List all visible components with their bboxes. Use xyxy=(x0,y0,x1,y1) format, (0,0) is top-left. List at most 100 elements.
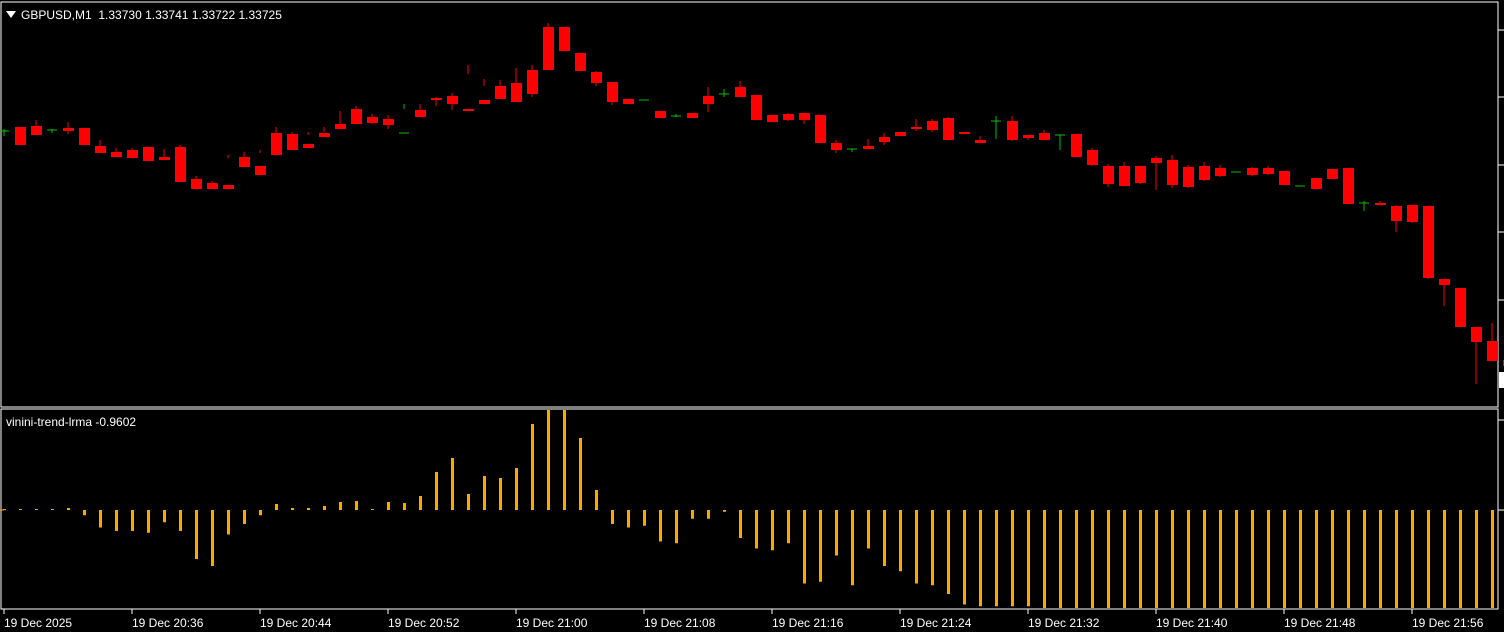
candle-body xyxy=(143,147,154,161)
candle xyxy=(687,113,698,118)
candle xyxy=(319,127,330,137)
candle-body xyxy=(335,124,346,129)
candle xyxy=(863,139,874,149)
candle-body xyxy=(31,126,42,135)
dropdown-triangle-icon[interactable] xyxy=(6,11,16,18)
candle-body xyxy=(1327,169,1338,179)
candle-body xyxy=(655,111,666,118)
chart-header: GBPUSD,M1 1.33730 1.33741 1.33722 1.3372… xyxy=(6,8,282,22)
candle xyxy=(559,27,570,51)
candle-body xyxy=(1199,166,1210,180)
candle-body xyxy=(575,53,586,71)
candle xyxy=(1455,288,1466,327)
candle xyxy=(495,80,506,99)
candle-body xyxy=(95,146,106,153)
candle-body xyxy=(527,70,538,94)
x-tick-label: 19 Dec 21:56 xyxy=(1412,616,1484,630)
candle-body xyxy=(767,115,778,122)
candle-body xyxy=(207,183,218,189)
ohlc-values: 1.33730 1.33741 1.33722 1.33725 xyxy=(98,8,282,22)
candle xyxy=(1135,166,1146,184)
candle-body xyxy=(1343,168,1354,204)
candle-body xyxy=(495,86,506,99)
candle-body xyxy=(175,147,186,182)
candle xyxy=(719,89,729,97)
price-axis-ticks xyxy=(1498,29,1504,511)
candle xyxy=(31,120,42,135)
candle-body xyxy=(287,134,298,150)
candle xyxy=(831,140,842,153)
candle-body xyxy=(895,132,906,136)
candle xyxy=(511,68,522,102)
candle xyxy=(463,65,474,111)
candle-body xyxy=(1151,158,1162,163)
candle xyxy=(1087,148,1098,166)
candle-body xyxy=(1183,167,1194,187)
candle-body xyxy=(367,117,378,123)
candle xyxy=(751,95,762,120)
candle xyxy=(479,79,490,104)
candle xyxy=(1375,201,1386,205)
candle xyxy=(1407,205,1418,223)
candle-body xyxy=(223,185,234,189)
candle-body xyxy=(1071,134,1082,157)
candle xyxy=(1343,168,1354,204)
candle xyxy=(415,104,426,117)
candle xyxy=(335,111,346,129)
candle-body xyxy=(431,98,442,100)
candle xyxy=(1199,162,1210,181)
candle xyxy=(287,132,298,150)
candle-body xyxy=(607,82,618,102)
candle xyxy=(1215,165,1226,177)
candle xyxy=(1119,162,1130,186)
candle xyxy=(799,113,810,124)
candle xyxy=(671,114,681,117)
candle xyxy=(1055,134,1065,150)
candle xyxy=(207,181,218,189)
candle xyxy=(1071,134,1082,157)
candle-body xyxy=(127,150,138,158)
indicator-pane-border xyxy=(0,408,1499,610)
candle xyxy=(431,97,442,106)
candle xyxy=(447,93,458,110)
candle-body xyxy=(735,87,746,97)
candle xyxy=(815,115,826,143)
candle xyxy=(991,116,1001,139)
candle xyxy=(303,132,314,148)
candle-body xyxy=(751,95,762,120)
candle xyxy=(607,82,618,105)
candle-body xyxy=(911,127,922,129)
candle-body xyxy=(1279,171,1290,185)
candle-body xyxy=(623,99,634,104)
candle xyxy=(255,150,266,175)
candle xyxy=(1023,135,1034,140)
candle xyxy=(735,81,746,97)
x-tick-label: 19 Dec 20:52 xyxy=(388,616,460,630)
candle xyxy=(1487,323,1498,361)
candle xyxy=(399,104,409,134)
candle xyxy=(783,113,794,121)
candle-body xyxy=(1247,168,1258,175)
candle-body xyxy=(1407,205,1418,222)
candle-body xyxy=(1455,288,1466,327)
candle-body xyxy=(479,100,490,104)
candle-body xyxy=(319,133,330,137)
candle xyxy=(1439,279,1450,306)
candle-body xyxy=(591,72,602,83)
candles-layer xyxy=(0,23,1504,384)
candle-body xyxy=(271,133,282,155)
candle-body xyxy=(1423,206,1434,278)
candle xyxy=(543,23,554,70)
candle-body xyxy=(783,114,794,120)
candle xyxy=(1167,155,1178,188)
candle xyxy=(1279,171,1290,185)
candle-body xyxy=(1375,203,1386,205)
candle-body xyxy=(1439,279,1450,285)
candle xyxy=(1423,206,1434,279)
candle xyxy=(271,127,282,155)
candle-body xyxy=(1119,166,1130,186)
candle xyxy=(1327,169,1338,179)
candle xyxy=(111,148,122,157)
candle-body xyxy=(799,113,810,120)
